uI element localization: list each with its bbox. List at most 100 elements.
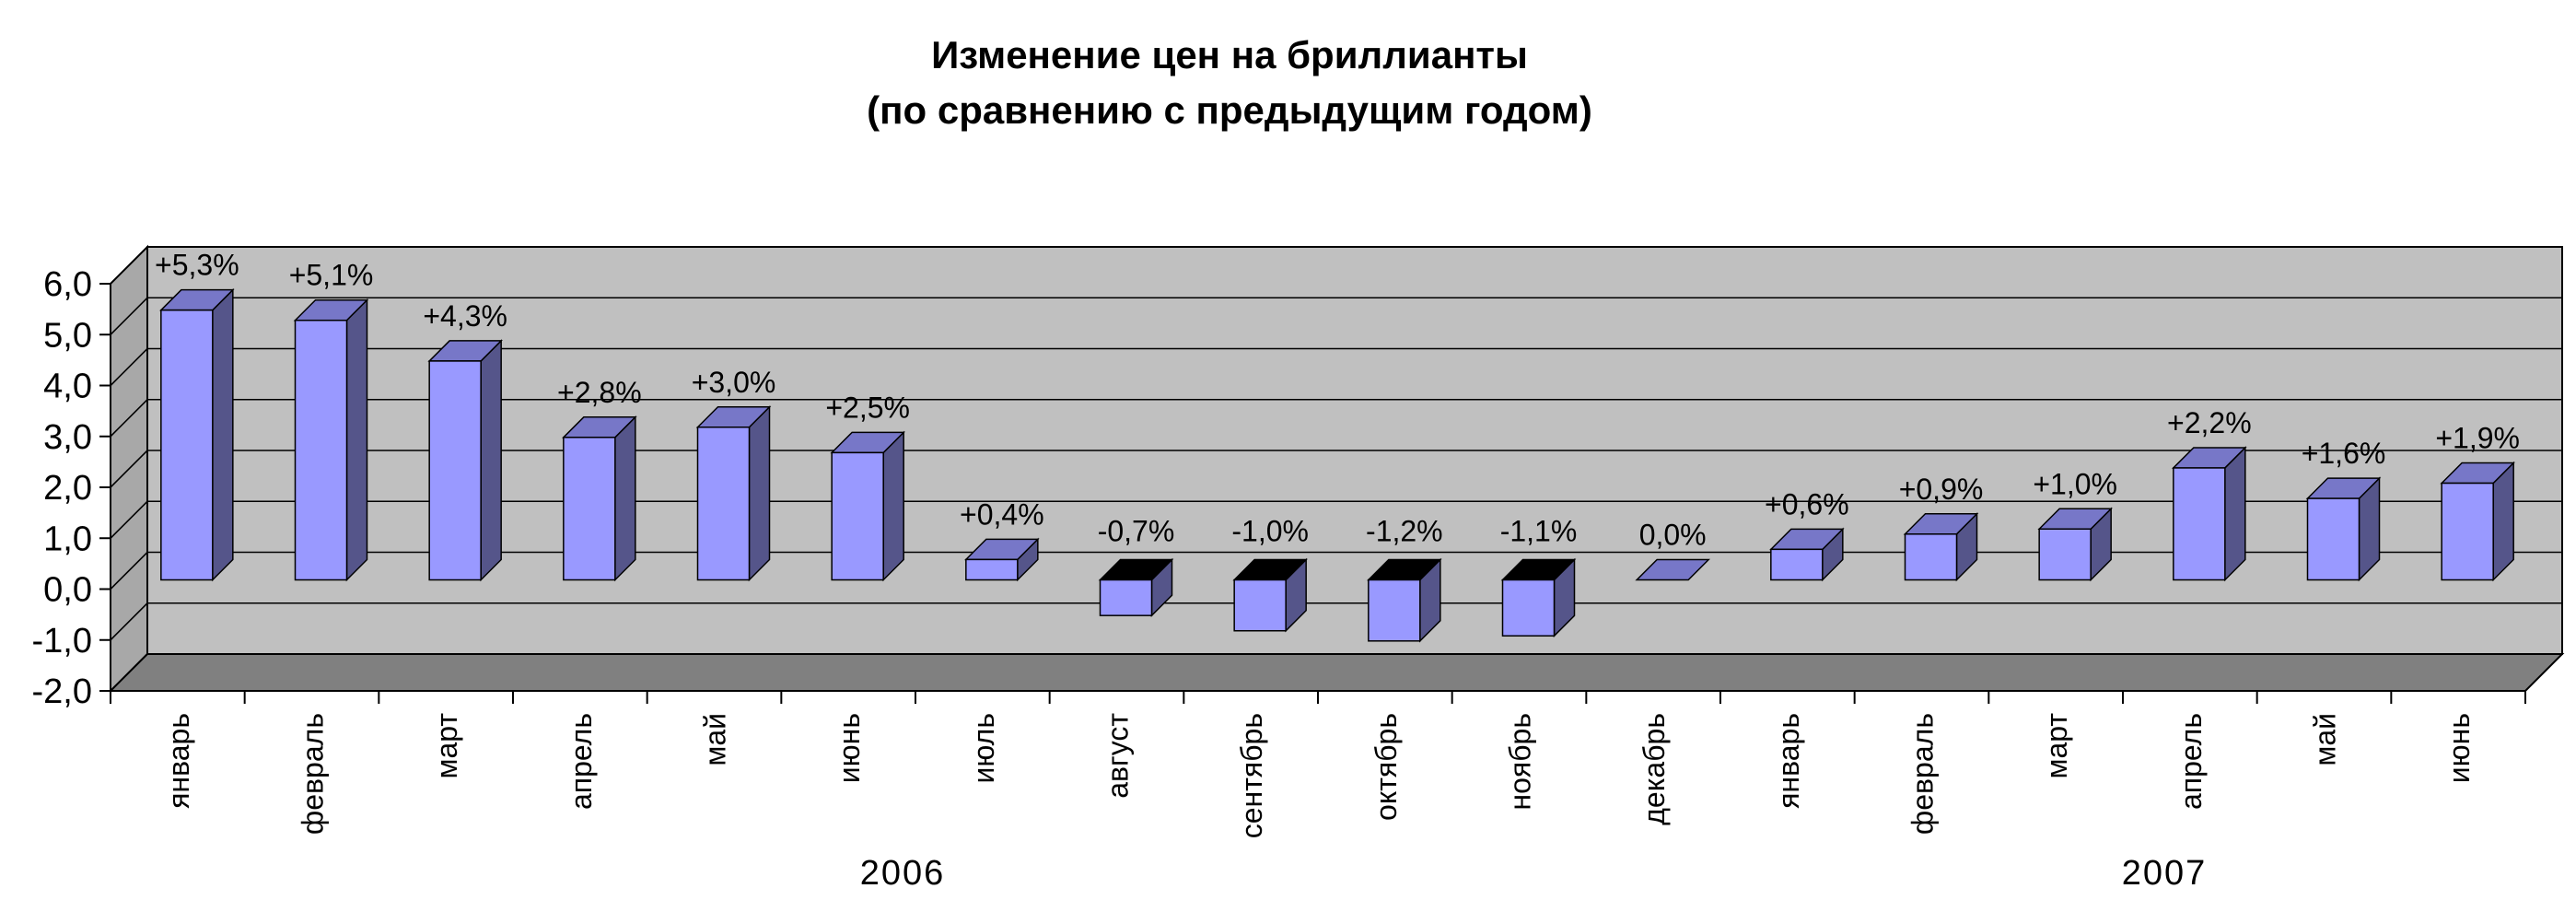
bar-front	[563, 437, 616, 581]
x-tick-label: ноябрь	[1504, 713, 1537, 811]
bar	[159, 287, 235, 582]
data-label: +0,6%	[1765, 487, 1849, 520]
bar-side	[212, 287, 234, 582]
y-tick-label: 6,0	[43, 265, 92, 304]
bar	[293, 298, 369, 582]
year-labels: 2006 2007	[860, 854, 2208, 893]
x-tick-label: январь	[162, 713, 195, 809]
bar	[1635, 558, 1710, 581]
bar	[562, 415, 637, 582]
x-tick-label: июнь	[2442, 713, 2476, 783]
bar-front	[696, 427, 751, 581]
bar-front	[2441, 482, 2494, 581]
chart-title: Изменение цен на бриллианты	[931, 33, 1528, 76]
floor	[108, 653, 2565, 692]
bar	[1500, 557, 1577, 638]
data-label: +4,3%	[423, 299, 507, 333]
bar-side	[480, 339, 502, 582]
gridline	[110, 246, 2562, 285]
bar	[1769, 527, 1845, 582]
data-label: +1,6%	[2302, 437, 2386, 470]
bar-top	[1635, 558, 1710, 581]
data-label: +5,1%	[289, 259, 374, 292]
y-tick-label: -1,0	[32, 622, 92, 660]
data-label: 0,0%	[1639, 519, 1707, 552]
x-tick-label: октябрь	[1370, 713, 1403, 821]
bar-front	[831, 451, 884, 581]
gridline	[110, 398, 2562, 438]
data-label: -0,7%	[1098, 515, 1175, 548]
bar-front	[965, 558, 1019, 581]
bar-front	[2173, 467, 2226, 581]
bar-front	[2306, 497, 2360, 581]
bar	[427, 339, 503, 582]
data-label: -1,1%	[1500, 515, 1578, 548]
bar	[2172, 446, 2247, 582]
data-label: -1,0%	[1231, 515, 1309, 548]
bar-side	[748, 404, 771, 582]
x-tick-label: февраль	[297, 713, 330, 835]
data-label: +2,5%	[825, 391, 910, 424]
x-tick-label: декабрь	[1638, 713, 1671, 825]
y-tick-labels: -2,0 -1,0 0,0 1,0 2,0 3,0 4,0 5,0 6,0	[32, 265, 92, 711]
data-labels: +5,3% +5,1% +4,3% +2,8% +3,0% +2,5% +0,4% -0,7%…	[155, 249, 2520, 552]
bar	[695, 404, 772, 582]
gridline	[110, 297, 2562, 335]
data-label: +0,4%	[960, 497, 1044, 531]
axes	[99, 283, 2526, 704]
data-label: -1,2%	[1366, 515, 1443, 548]
bar-front	[294, 319, 348, 581]
bar-front	[1904, 533, 1958, 581]
chart-subtitle: (по сравнению с предыдущим годом)	[867, 88, 1592, 132]
bar-side	[614, 415, 636, 582]
x-tick-label: февраль	[1906, 713, 1940, 835]
data-label: +5,3%	[155, 249, 239, 282]
x-tick-label: март	[430, 713, 463, 779]
data-label: +1,0%	[2033, 467, 2117, 500]
x-tick-label: апрель	[2174, 713, 2208, 810]
x-tick-label: июнь	[833, 713, 866, 783]
bar-front	[1233, 579, 1287, 632]
y-tick-label: 2,0	[43, 469, 92, 508]
data-label: +2,2%	[2167, 406, 2252, 439]
bar	[1903, 511, 1979, 582]
bar	[1098, 557, 1174, 617]
y-tick-label: 0,0	[43, 571, 92, 610]
y-tick-label: -2,0	[32, 672, 92, 711]
bar	[1367, 557, 1442, 643]
year-label: 2006	[860, 854, 946, 893]
x-tick-label: март	[2040, 713, 2073, 779]
bar-front	[1501, 579, 1556, 637]
bar	[964, 537, 1040, 582]
x-tick-label: май	[699, 713, 732, 766]
data-label: +3,0%	[692, 366, 776, 399]
gridline	[110, 500, 2562, 539]
bar-side	[882, 430, 904, 582]
year-label: 2007	[2122, 854, 2208, 893]
y-tick-label: 5,0	[43, 316, 92, 355]
x-tick-label: январь	[1772, 713, 1805, 809]
bar	[2305, 476, 2382, 582]
x-tick-label: июль	[967, 713, 1000, 784]
gridlines	[110, 246, 2562, 692]
bar	[2037, 507, 2113, 582]
bars	[159, 287, 2515, 643]
y-tick-label: 4,0	[43, 368, 92, 406]
x-tick-label: август	[1102, 713, 1135, 799]
x-tick-label: май	[2309, 713, 2342, 766]
bar	[830, 430, 905, 582]
bar	[1232, 557, 1308, 633]
data-label: +0,9%	[1899, 473, 1984, 506]
y-tick-label: 3,0	[43, 418, 92, 457]
gridline	[110, 653, 2562, 692]
gridline	[110, 602, 2562, 641]
y-tick-label: 1,0	[43, 520, 92, 558]
x-tick-label: сентябрь	[1235, 713, 1268, 838]
data-label: +1,9%	[2435, 422, 2520, 455]
x-tick-label: апрель	[565, 713, 598, 810]
gridline	[110, 450, 2562, 488]
gridline	[110, 551, 2562, 590]
x-tick-labels: январь февраль март апрель май июнь июль август…	[162, 713, 2476, 839]
bar-front	[1770, 548, 1824, 581]
